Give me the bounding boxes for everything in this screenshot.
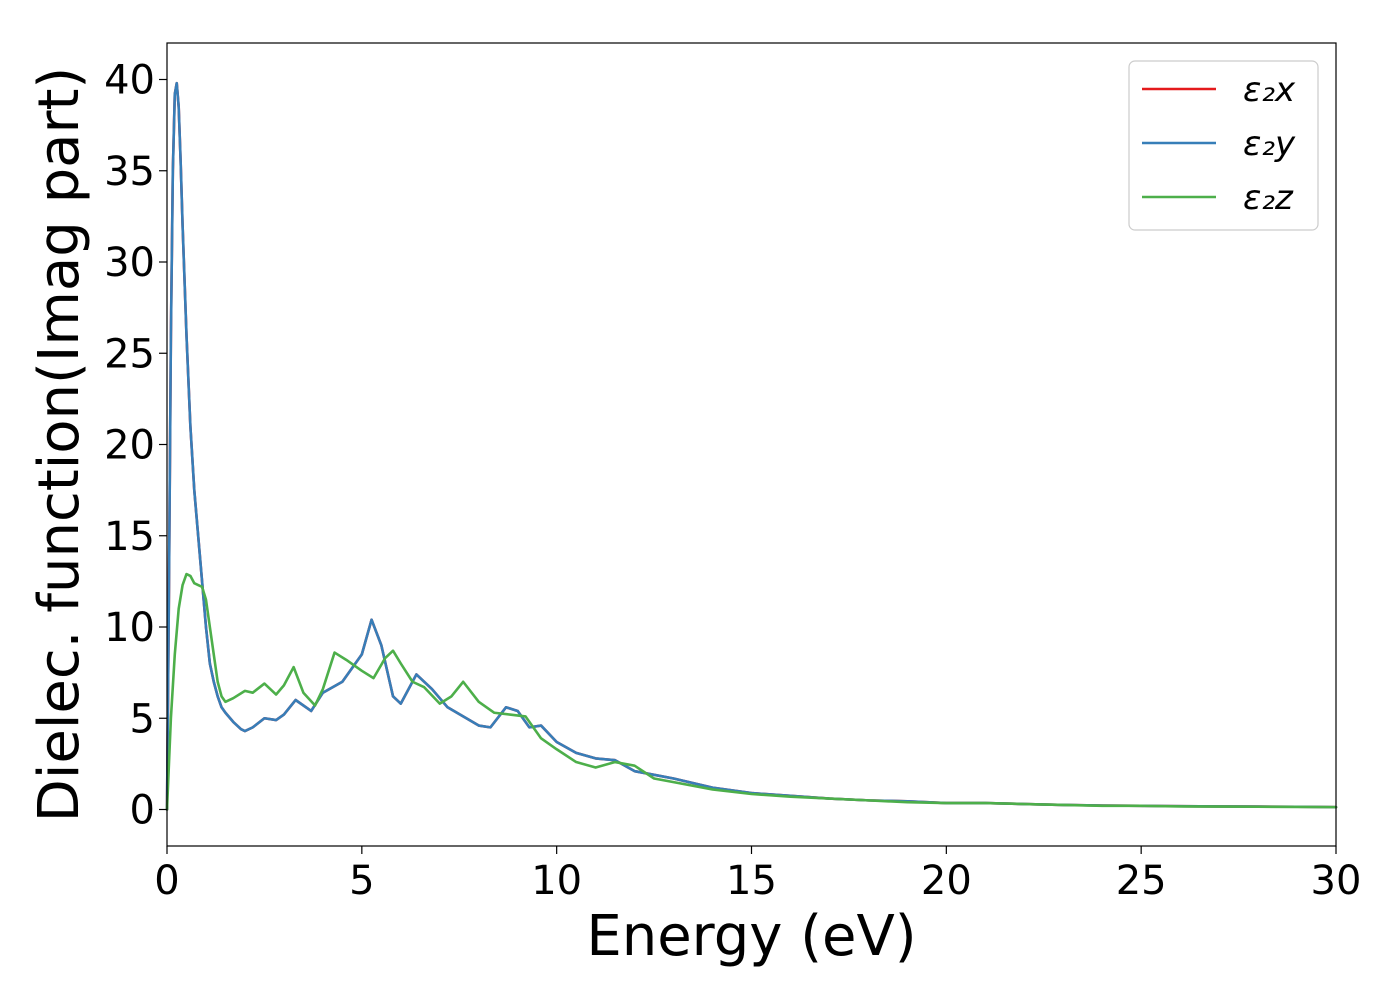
legend: ε₂x ε₂y ε₂z [1128, 60, 1319, 231]
x-tick-label: 10 [531, 858, 582, 904]
x-tick-label: 15 [726, 858, 777, 904]
x-tick-label: 30 [1311, 858, 1362, 904]
y-tick-label: 20 [104, 423, 155, 469]
y-tick-label: 30 [104, 240, 155, 286]
legend-label-3: ε₂z [1243, 178, 1294, 218]
y-tick-label: 10 [104, 605, 155, 651]
x-tick-label: 25 [1116, 858, 1167, 904]
x-tick-label: 20 [921, 858, 972, 904]
x-axis: 0 5 10 15 20 25 30 [154, 846, 1361, 904]
y-tick-label: 25 [104, 331, 155, 377]
x-tick-label: 5 [349, 858, 374, 904]
x-axis-label: Energy (eV) [586, 904, 916, 969]
y-axis-label: Dielec. function(Imag part) [27, 67, 92, 823]
series-layer [165, 81, 1338, 811]
legend-box [1128, 60, 1319, 231]
y-tick-label: 15 [104, 514, 155, 560]
y-axis: 0 5 10 15 20 25 30 35 40 [104, 58, 167, 834]
y-tick-label: 40 [104, 58, 155, 104]
legend-label-1: ε₂x [1243, 70, 1296, 110]
y-tick-label: 5 [130, 696, 155, 742]
y-tick-label: 35 [104, 149, 155, 195]
legend-label-2: ε₂y [1243, 124, 1296, 164]
y-tick-label: 0 [130, 788, 155, 834]
x-tick-label: 0 [154, 858, 179, 904]
series-line-3 [165, 572, 1338, 811]
